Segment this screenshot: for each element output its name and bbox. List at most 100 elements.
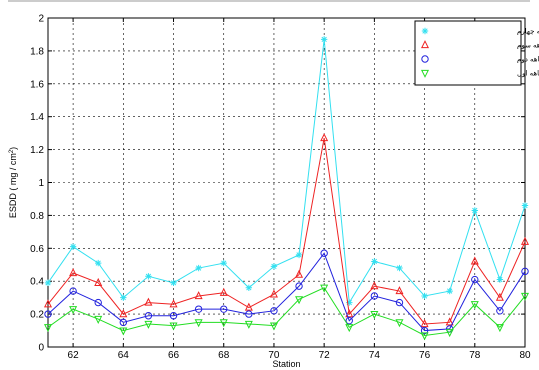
data-point: [245, 284, 253, 291]
data-point: [520, 292, 530, 301]
x-tick-label: 66: [168, 350, 180, 361]
data-point: [44, 310, 52, 318]
data-point: [496, 307, 504, 315]
data-point: [396, 264, 403, 272]
legend-entry-label: برداشت ۴ ماهه سوم: [517, 42, 539, 50]
legend-marker: [420, 40, 430, 49]
y-tick-label: 1.4: [30, 112, 44, 123]
data-point: [194, 319, 203, 328]
data-point: [43, 324, 53, 333]
series-3: [44, 249, 529, 335]
data-point: [395, 298, 404, 307]
data-point: [144, 297, 153, 306]
legend-entry-label: برداشت ۴ ماهه دوم: [517, 56, 539, 64]
data-point: [471, 275, 479, 284]
y-tick-label: 0.4: [30, 277, 44, 288]
x-axis-label: Station: [272, 359, 300, 369]
data-point: [470, 301, 479, 310]
data-point: [220, 259, 227, 267]
legend-entry-label: برداشت ۴ ماهه اول: [517, 70, 539, 78]
legend-box: [414, 20, 522, 86]
data-point: [421, 292, 428, 300]
legend-marker: [420, 69, 430, 78]
legend-entry-label: برداشت ۴ ماهه چهارم: [517, 28, 539, 36]
data-point: [244, 302, 253, 311]
y-tick-label: 0: [38, 343, 44, 354]
data-point: [119, 309, 128, 318]
data-point: [269, 322, 278, 331]
data-point: [194, 305, 203, 313]
legend-marker: [421, 27, 429, 35]
y-tick-label: 1.2: [30, 145, 44, 156]
data-point: [345, 309, 354, 318]
legend-marker: [421, 55, 429, 63]
data-point: [94, 315, 103, 324]
data-point: [521, 202, 529, 209]
x-tick-label: 64: [118, 350, 130, 361]
data-point: [371, 258, 378, 265]
data-point: [69, 306, 78, 315]
data-point: [370, 292, 379, 300]
x-tick-label: 80: [519, 350, 531, 361]
y-axis-label-superscript: 2: [9, 149, 15, 153]
data-point: [495, 324, 504, 333]
series-2: [43, 133, 530, 328]
y-axis-label-close: ): [8, 147, 18, 150]
data-point: [119, 318, 128, 327]
data-point: [395, 319, 404, 328]
data-point: [345, 324, 354, 333]
x-tick-label: 76: [419, 350, 431, 361]
data-point: [245, 310, 253, 318]
series-layer: [43, 36, 530, 341]
data-point: [69, 268, 78, 277]
data-point: [295, 282, 303, 290]
data-point: [69, 243, 77, 250]
data-point: [395, 286, 404, 295]
data-point: [420, 326, 429, 335]
data-point: [43, 299, 53, 308]
y-axis-label-text: ESDD ( mg / cm: [8, 153, 18, 218]
data-point: [220, 305, 228, 313]
data-point: [194, 291, 203, 300]
data-point: [69, 287, 77, 295]
data-point: [445, 329, 454, 338]
x-tick-label: 70: [268, 350, 280, 361]
data-point: [195, 264, 202, 272]
data-point: [295, 251, 303, 259]
data-point: [270, 307, 278, 315]
data-point: [169, 322, 178, 331]
data-point: [120, 294, 127, 301]
data-point: [295, 296, 304, 305]
series-1: [44, 36, 529, 306]
data-point: [420, 319, 429, 328]
y-axis-label: ESDD ( mg / cm2): [8, 147, 18, 218]
data-point: [346, 299, 353, 306]
data-point: [521, 267, 529, 276]
y-tick-label: 1.8: [30, 46, 44, 57]
data-point: [496, 276, 504, 283]
x-tick-label: 74: [369, 350, 381, 361]
data-point: [169, 312, 178, 320]
data-point: [370, 281, 379, 290]
axis-ticks: 62 64 66 68 70 72 74 76 78 80 0 0.2 0.4 0.6 0.8 1 1.2 1.4…: [30, 14, 531, 362]
data-point: [244, 320, 253, 329]
data-point: [495, 292, 504, 301]
data-point: [295, 269, 304, 278]
data-point: [145, 273, 152, 280]
data-point: [144, 312, 153, 320]
data-point: [94, 298, 102, 307]
y-tick-label: 0.8: [30, 211, 44, 222]
x-tick-label: 72: [319, 350, 331, 361]
y-tick-label: 0.2: [30, 310, 44, 321]
data-point: [446, 287, 453, 295]
data-point: [95, 259, 102, 267]
data-point: [370, 311, 379, 320]
series-4-line: [47, 287, 526, 337]
y-tick-label: 1.6: [30, 79, 44, 90]
data-point: [345, 316, 353, 325]
data-point: [320, 36, 328, 43]
data-point: [471, 207, 478, 214]
data-point: [94, 277, 103, 286]
data-point: [269, 289, 278, 298]
